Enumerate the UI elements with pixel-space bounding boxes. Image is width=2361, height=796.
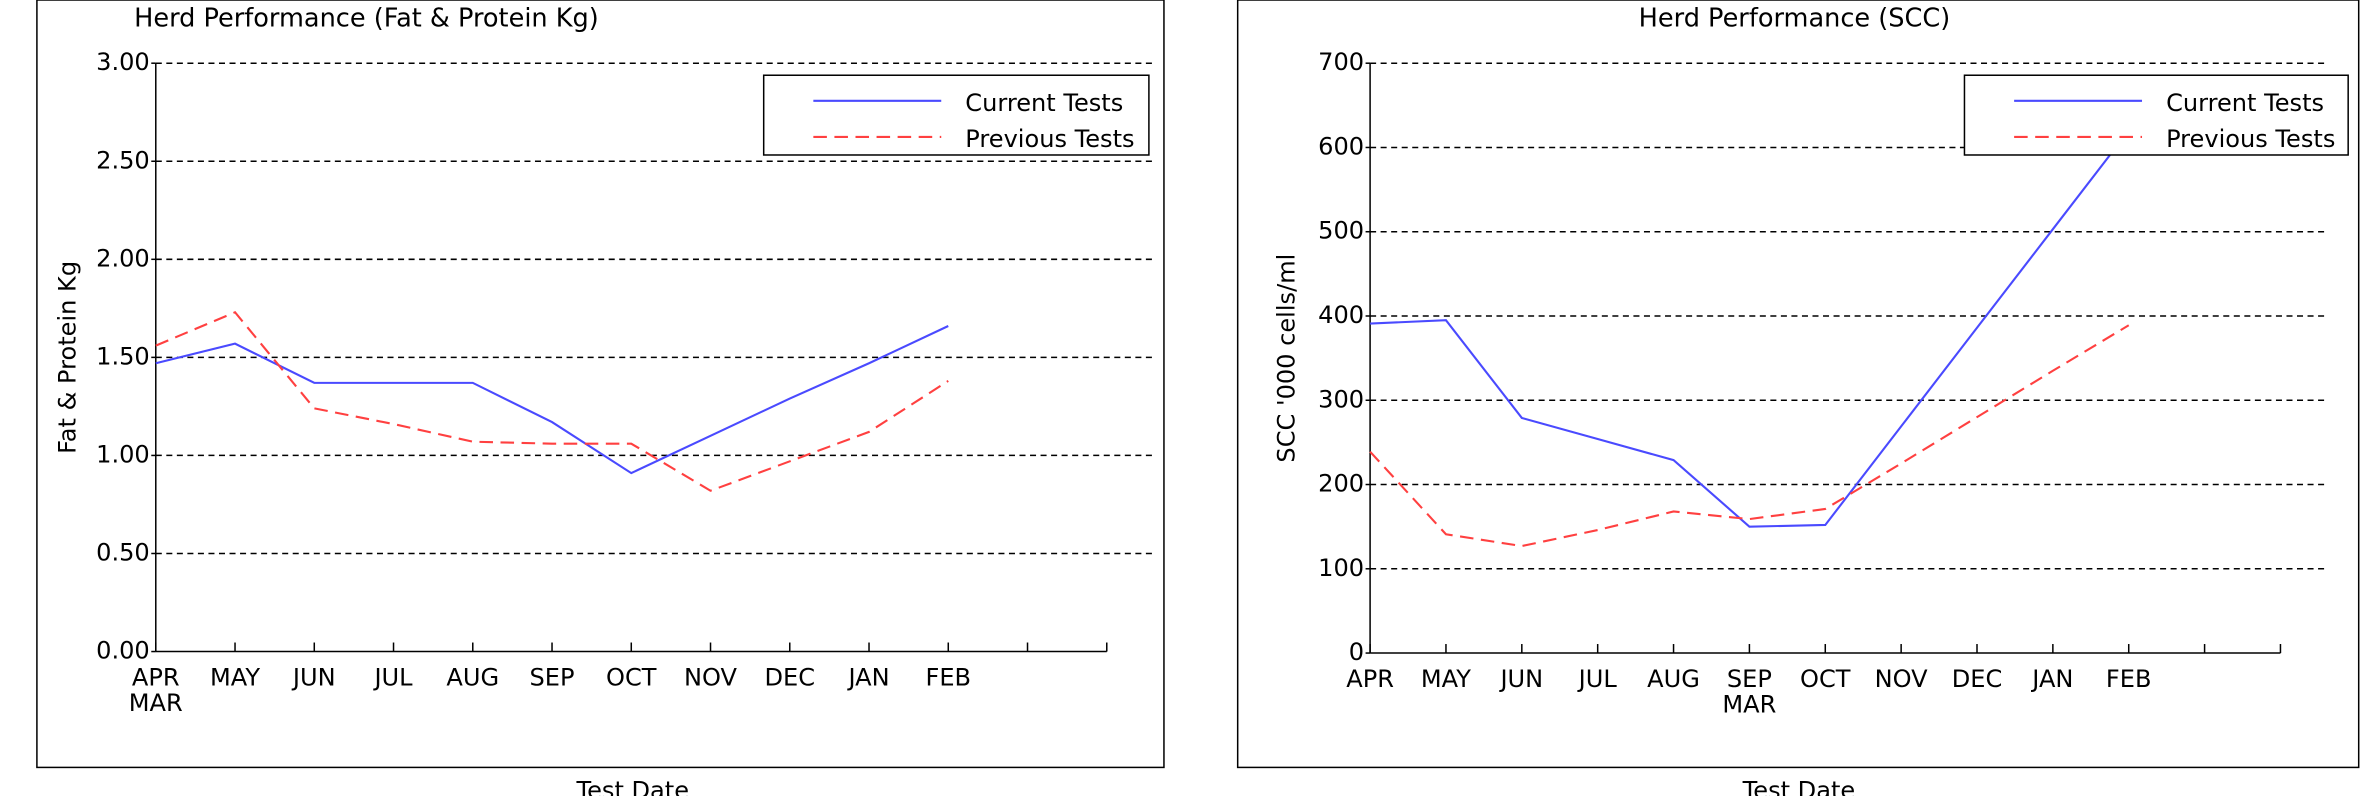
x-tick-label: AUG [446, 664, 499, 692]
x-tick-label: FEB [2106, 665, 2152, 693]
series-line [155, 325, 949, 475]
x-tick-label: MAY [1421, 665, 1471, 693]
y-tick-label: 0.00 [96, 637, 150, 665]
legend-label: Previous Tests [2166, 125, 2335, 153]
panel-frame [36, 0, 1165, 769]
x-tick-label: APR [1346, 665, 1394, 693]
series-line [155, 310, 949, 492]
chart-title: Herd Performance (Fat & Protein Kg) [134, 4, 599, 34]
y-tick-label: 100 [1318, 554, 1364, 582]
x-axis-label: Test Date [576, 776, 690, 796]
x-tick-label: NOV [1875, 665, 1929, 693]
y-axis-label: Fat & Protein Kg [54, 261, 82, 454]
y-axis-label: SCC '000 cells/ml [1272, 254, 1300, 463]
y-tick-label: 600 [1318, 132, 1364, 160]
x-sublabel: MAR [129, 689, 183, 717]
x-tick-label: JUN [1498, 665, 1543, 693]
series-line [1369, 324, 2130, 548]
x-tick-label: AUG [1647, 665, 1700, 693]
y-tick-label: 300 [1318, 385, 1364, 413]
y-tick-label: 1.50 [96, 342, 150, 370]
x-tick-label: NOV [684, 664, 738, 692]
x-tick-label: JAN [846, 664, 889, 692]
x-tick-label: JUN [291, 664, 336, 692]
y-tick-label: 0.50 [96, 538, 150, 566]
x-tick-label: JUL [1577, 665, 1618, 693]
legend-label: Current Tests [2166, 89, 2324, 117]
y-tick-label: 2.50 [96, 146, 150, 174]
y-tick-label: 2.00 [96, 244, 150, 272]
panel-frame [1236, 0, 2360, 769]
y-tick-label: 200 [1318, 470, 1364, 498]
legend-box [1963, 74, 2349, 156]
x-sublabel: MAR [1722, 691, 1776, 719]
y-tick-label: 400 [1318, 301, 1364, 329]
x-tick-label: DEC [1952, 665, 2003, 693]
x-tick-label: JUL [372, 664, 413, 692]
x-tick-label: SEP [1727, 665, 1772, 693]
x-tick-label: JAN [2030, 665, 2073, 693]
y-tick-label: 700 [1318, 48, 1364, 76]
x-axis-label: Test Date [1742, 776, 1856, 796]
legend-label: Current Tests [965, 89, 1123, 117]
x-tick-label: APR [132, 664, 180, 692]
y-tick-label: 0 [1349, 638, 1364, 666]
series-line [1370, 129, 2130, 528]
x-tick-label: DEC [764, 664, 815, 692]
legend-label: Previous Tests [965, 125, 1134, 153]
y-tick-label: 1.00 [96, 440, 150, 468]
x-tick-label: OCT [1800, 665, 1851, 693]
legend-box [762, 74, 1150, 156]
y-tick-label: 3.00 [96, 48, 150, 76]
x-tick-label: SEP [530, 664, 575, 692]
y-tick-label: 500 [1318, 217, 1364, 245]
x-tick-label: FEB [925, 664, 971, 692]
x-tick-label: OCT [606, 664, 657, 692]
chart-title: Herd Performance (SCC) [1639, 4, 1951, 34]
x-tick-label: MAY [210, 664, 260, 692]
